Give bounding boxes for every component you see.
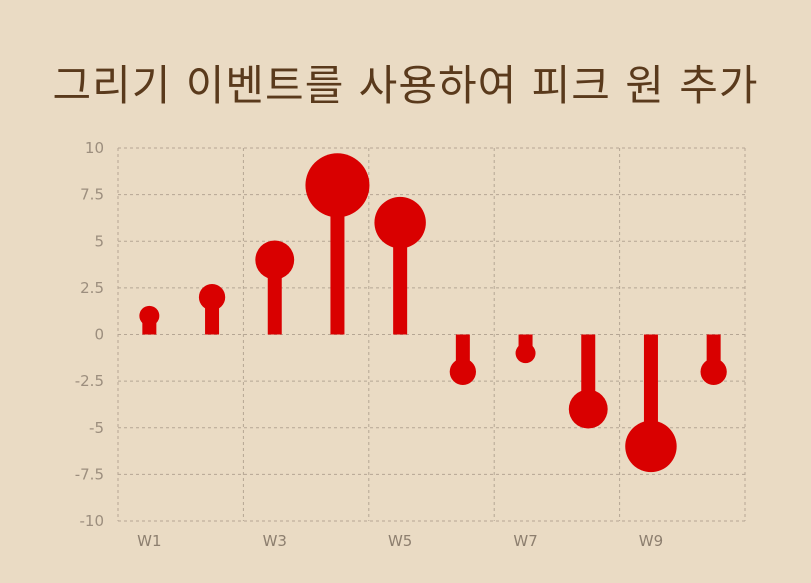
series-marks — [139, 153, 727, 473]
x-tick-label: W1 — [137, 532, 161, 550]
bar-stem — [643, 334, 658, 447]
x-tick-label: W3 — [263, 532, 287, 550]
peak-circle — [515, 343, 536, 364]
peak-circle — [700, 358, 727, 385]
peak-circle — [305, 153, 370, 218]
x-tick-label: W7 — [513, 532, 537, 550]
y-tick-label: 10 — [85, 139, 104, 157]
x-tick-label: W9 — [639, 532, 663, 550]
y-tick-label: -5 — [89, 419, 104, 437]
peak-circle — [625, 420, 677, 473]
peak-circle — [449, 358, 476, 385]
bar-stem — [330, 185, 345, 335]
peak-circle — [374, 196, 426, 249]
peak-circle — [255, 240, 295, 280]
x-tick-label: W5 — [388, 532, 412, 550]
y-tick-label: 7.5 — [80, 186, 104, 204]
y-tick-label: -10 — [80, 512, 105, 530]
bar-stem — [393, 222, 408, 335]
x-axis: W1 W3 W5 W7 W9 — [137, 532, 663, 550]
y-tick-label: 5 — [94, 232, 104, 250]
peak-circle — [198, 284, 226, 311]
y-axis: 10 7.5 5 2.5 0 -2.5 -5 -7.5 -10 — [75, 139, 104, 530]
y-tick-label: 0 — [94, 326, 104, 344]
y-tick-label: -7.5 — [75, 465, 104, 483]
y-tick-label: -2.5 — [75, 372, 104, 390]
y-tick-label: 2.5 — [80, 279, 104, 297]
chart-title: 그리기 이벤트를 사용하여 피크 원 추가 — [52, 61, 759, 110]
grid — [117, 147, 746, 522]
peak-circle — [139, 305, 160, 326]
peak-circle — [568, 389, 608, 429]
